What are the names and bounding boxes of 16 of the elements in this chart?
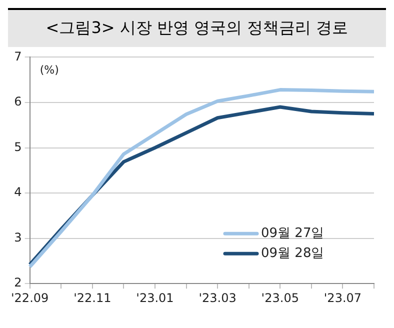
x-tick-label: '23.03 xyxy=(198,290,236,305)
x-tick-label: '23.05 xyxy=(261,290,299,305)
y-tick-label: 2 xyxy=(14,276,22,290)
x-tick-label: '22.09 xyxy=(11,290,49,305)
y-tick-label: 4 xyxy=(14,185,22,200)
y-tick-label: 3 xyxy=(14,230,22,244)
x-tick-label: '22.11 xyxy=(74,290,112,305)
y-tick-label: 7 xyxy=(14,49,22,64)
x-tick-label: '23.01 xyxy=(136,290,174,305)
chart-title: <그림3> 시장 반영 영국의 정책금리 경로 xyxy=(8,8,386,47)
legend-label: 09월 27일 xyxy=(261,226,324,241)
y-axis-title: (%) xyxy=(40,64,59,77)
y-tick-label: 5 xyxy=(14,140,22,154)
legend-label: 09월 28일 xyxy=(261,246,324,261)
x-tick-label: '23.07 xyxy=(324,290,362,305)
y-tick-label: 6 xyxy=(14,94,22,109)
